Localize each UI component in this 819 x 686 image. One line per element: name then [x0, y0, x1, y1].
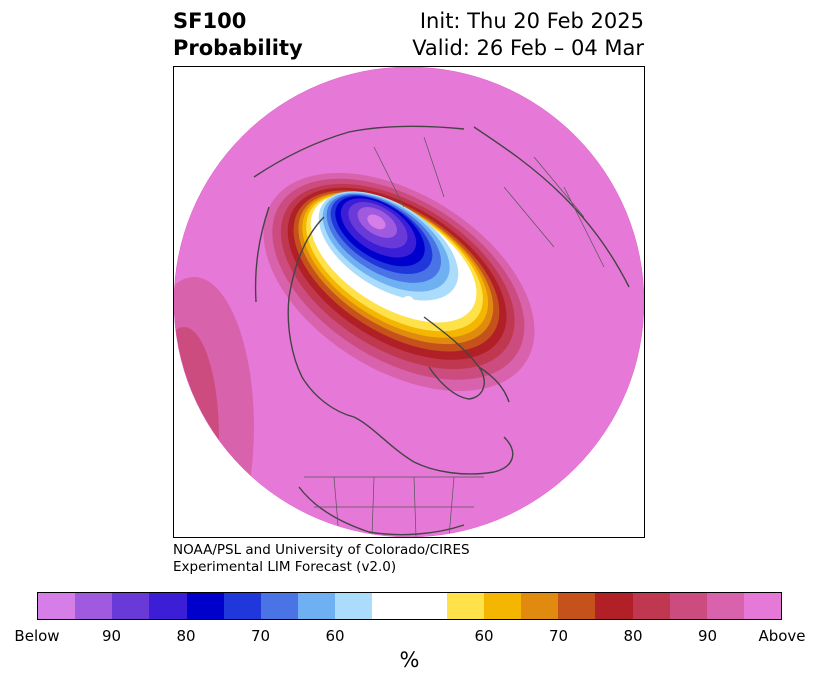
title-right: Init: Thu 20 Feb 2025 Valid: 26 Feb – 04… — [412, 8, 644, 62]
probability-map — [174, 67, 644, 537]
colorbar-tick-label: 80 — [623, 627, 643, 645]
colorbar-ticks: Below 90 80 70 60 60 70 80 90 Above — [0, 627, 819, 647]
colorbar-tick-label: 70 — [548, 627, 569, 645]
colorbar-segment-16 — [632, 593, 670, 619]
coastline-siberia — [253, 125, 465, 178]
credit-line1: NOAA/PSL and University of Colorado/CIRE… — [173, 542, 470, 558]
probability-title: Probability — [173, 36, 303, 60]
colorbar-segment-11 — [446, 593, 484, 619]
border-europe — [503, 156, 605, 268]
map-panel — [173, 66, 645, 538]
coastline-eurasia — [473, 126, 630, 288]
colorbar-segment-0 — [38, 593, 76, 619]
colorbar-segment-18 — [706, 593, 744, 619]
coastline-usa-south — [298, 486, 465, 536]
border-asia — [373, 136, 445, 208]
colorbar-tick-label: 60 — [325, 627, 345, 645]
title-left: SF100 Probability — [173, 8, 303, 62]
map-disk — [174, 67, 644, 537]
colorbar-segment-17 — [669, 593, 707, 619]
coastline-chukotka — [254, 206, 270, 303]
colorbar-tick-label: 90 — [101, 627, 122, 645]
colorbar-tick-label: 60 — [474, 627, 494, 645]
colorbar-segment-14 — [558, 593, 596, 619]
colorbar-segment-6 — [260, 593, 299, 619]
colorbar-tick-label: Below — [14, 627, 60, 645]
borders — [304, 136, 605, 537]
colorbar-segment-19 — [743, 593, 782, 619]
coastline-greenland — [423, 316, 485, 400]
coastline-alaska — [287, 216, 355, 418]
colorbar-segment-12 — [483, 593, 522, 619]
colorbar-segment-5 — [223, 593, 261, 619]
colorbar-segment-8 — [335, 593, 373, 619]
colorbar-segment-7 — [298, 593, 336, 619]
colorbar-segment-13 — [521, 593, 559, 619]
colorbar-segment-10 — [409, 593, 447, 619]
colorbar-segment-2 — [112, 593, 150, 619]
credit: NOAA/PSL and University of Colorado/CIRE… — [173, 542, 470, 576]
colorbar-segment-9 — [372, 593, 410, 619]
credit-line2: Experimental LIM Forecast (v2.0) — [173, 559, 397, 575]
anomaly-contours — [263, 172, 535, 392]
colorbar-segment-3 — [149, 593, 187, 619]
coastline-baffin — [478, 366, 510, 403]
coastlines — [253, 125, 630, 536]
colorbar-units: % — [399, 648, 420, 672]
init-date: Init: Thu 20 Feb 2025 — [419, 9, 644, 33]
valid-range: Valid: 26 Feb – 04 Mar — [412, 36, 644, 60]
variable-title: SF100 — [173, 9, 247, 33]
colorbar-tick-label: 90 — [697, 627, 718, 645]
colorbar-segment-4 — [186, 593, 224, 619]
colorbar-segment-1 — [75, 593, 113, 619]
colorbar — [37, 592, 782, 620]
colorbar-tick-label: 80 — [176, 627, 196, 645]
colorbar-tick-label: 70 — [250, 627, 271, 645]
pole-marker — [402, 296, 414, 308]
contour-below-95 — [367, 214, 386, 230]
colorbar-tick-label: Above — [758, 627, 806, 645]
edge-anomaly-3 — [174, 367, 194, 527]
colorbar-segment-15 — [595, 593, 633, 619]
coastline-hudson — [353, 416, 514, 475]
